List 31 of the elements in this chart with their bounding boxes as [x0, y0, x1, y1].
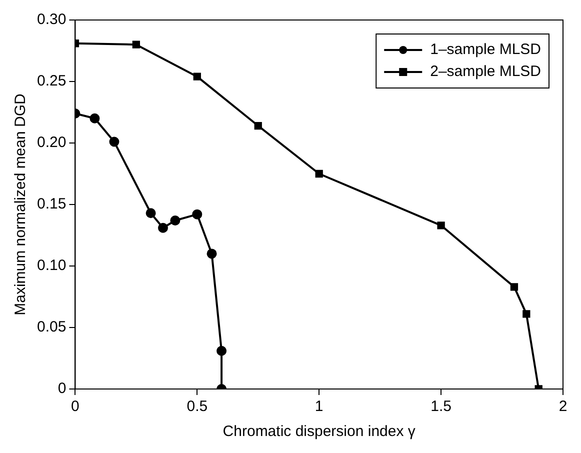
point: [170, 215, 180, 226]
legend-label: 1–sample MLSD: [430, 41, 542, 58]
point: [90, 113, 100, 124]
y-tick-label: 0.15: [36, 196, 66, 213]
x-axis-title: Chromatic dispersion index γ: [222, 423, 416, 440]
point: [437, 222, 445, 230]
point: [132, 40, 140, 48]
y-tick-label: 0.20: [36, 134, 66, 152]
point: [315, 170, 323, 178]
x-tick-label: 1: [314, 398, 324, 416]
y-tick-label: 0.10: [36, 257, 66, 274]
point: [192, 209, 202, 220]
point: [510, 283, 518, 291]
point: [522, 310, 530, 318]
y-axis-title: Maximum normalized mean DGD: [12, 93, 30, 316]
point: [193, 72, 201, 80]
point: [216, 346, 227, 356]
point: [158, 222, 168, 233]
x-tick-label: 2: [558, 398, 568, 416]
y-tick-label: 0.05: [36, 318, 66, 336]
point: [109, 136, 120, 147]
y-tick-label: 0: [58, 380, 66, 398]
x-tick-label: 0: [71, 398, 80, 416]
point: [254, 122, 262, 130]
point: [146, 208, 156, 218]
x-tick-label: 0.5: [186, 398, 208, 416]
y-tick-label: 0.25: [36, 72, 66, 90]
legend-label: 2–sample MLSD: [430, 63, 542, 80]
point: [206, 248, 217, 259]
x-tick-label: 1.5: [430, 398, 452, 416]
y-tick-label: 0.30: [36, 11, 66, 28]
